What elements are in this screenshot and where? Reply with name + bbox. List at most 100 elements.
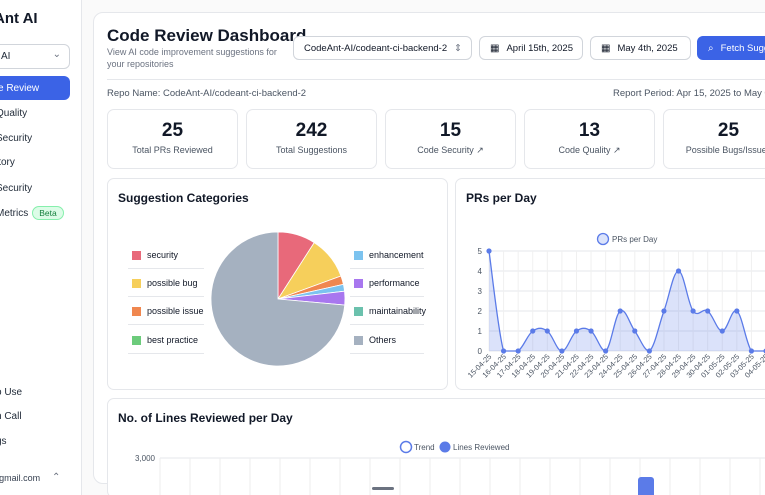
- nav-item-repository[interactable]: itory: [0, 151, 15, 173]
- chevron-updown-icon[interactable]: ⌃: [52, 472, 61, 483]
- suggestion-categories-panel: Suggestion Categories security possible …: [107, 178, 448, 390]
- legend-item-enhancement[interactable]: enhancement: [354, 250, 424, 260]
- nav-label: Security: [0, 132, 33, 144]
- stat-label: Code Security ↗: [417, 145, 484, 155]
- legend-swatch: [132, 335, 141, 345]
- data-point[interactable]: [544, 328, 550, 334]
- data-point[interactable]: [748, 348, 755, 354]
- legend-item-possible-bug[interactable]: possible bug: [132, 278, 198, 288]
- legend-divider: [350, 324, 424, 325]
- data-point[interactable]: [530, 328, 536, 334]
- legend-label: maintainability: [369, 306, 427, 316]
- data-point[interactable]: [719, 328, 725, 334]
- legend-swatch: [354, 306, 363, 316]
- nav-label: gs: [0, 435, 7, 447]
- stat-value: 13: [578, 120, 601, 141]
- chevron-updown-icon: ⇕: [454, 42, 462, 54]
- legend-label: Others: [369, 335, 397, 345]
- main-content: Code Review Dashboard View AI code impro…: [93, 12, 765, 495]
- nav-label: n Call: [0, 410, 22, 422]
- legend-label: performance: [369, 278, 420, 288]
- stat-label: Total PRs Reviewed: [132, 145, 213, 155]
- y-tick-label: 3: [478, 287, 483, 296]
- data-point[interactable]: [690, 308, 696, 314]
- stat-value: 15: [439, 120, 462, 141]
- nav-item-code-security[interactable]: Security: [0, 127, 32, 149]
- nav-item-settings[interactable]: gs: [0, 430, 7, 452]
- end-date-value: May 4th, 2025: [617, 42, 678, 54]
- data-point[interactable]: [573, 328, 580, 334]
- legend-label: possible bug: [147, 278, 198, 288]
- data-point[interactable]: [632, 328, 638, 334]
- bar: [638, 477, 654, 495]
- nav-item-book-call[interactable]: n Call: [0, 405, 22, 427]
- data-point[interactable]: [705, 308, 711, 314]
- legend-item-security[interactable]: security: [132, 250, 178, 260]
- repo-select-value: CodeAnt-AI/codeant-ci-backend-2: [304, 42, 448, 54]
- stat-label: Total Suggestions: [275, 145, 348, 155]
- stat-card-total-suggestions: 242 Total Suggestions: [246, 109, 377, 169]
- start-date-picker[interactable]: ▦ April 15th, 2025: [479, 36, 583, 60]
- org-select-value: AI: [1, 51, 11, 62]
- data-point[interactable]: [661, 308, 667, 314]
- fetch-suggestions-button[interactable]: ⌕ Fetch Sugge: [697, 36, 765, 60]
- pie-slice-others[interactable]: [210, 231, 346, 367]
- legend-item-maintainability[interactable]: maintainability: [354, 306, 426, 316]
- data-point[interactable]: [734, 308, 740, 314]
- nav-label: Security: [0, 182, 33, 194]
- legend-divider: [350, 296, 424, 297]
- nav-item-code-quality[interactable]: Quality: [0, 102, 27, 124]
- fetch-button-label: Fetch Sugge: [720, 42, 765, 54]
- legend-divider: [350, 353, 424, 354]
- divider: [107, 79, 765, 80]
- beta-badge: Beta: [32, 206, 64, 220]
- y-tick-label: 1: [478, 327, 483, 336]
- data-point[interactable]: [588, 328, 594, 334]
- data-point[interactable]: [559, 348, 565, 354]
- page-subtitle: View AI code improvement suggestions for…: [107, 47, 277, 69]
- data-point[interactable]: [486, 248, 492, 254]
- legend-swatch: [354, 335, 363, 345]
- data-point[interactable]: [646, 348, 652, 354]
- legend-item-others[interactable]: Others: [354, 335, 396, 345]
- nav-item-code-review[interactable]: e Review: [0, 76, 70, 100]
- window-resize-handle[interactable]: [372, 487, 394, 490]
- data-point[interactable]: [617, 308, 623, 314]
- legend-swatch: [354, 278, 363, 288]
- nav-item-security[interactable]: Security: [0, 177, 32, 199]
- prs-per-day-panel: PRs per Day PRs per Day 0 1 2 3 4 5 15-04-25 16-…: [455, 178, 765, 390]
- legend-trend-marker: [399, 440, 413, 454]
- nav-item-how-to-use[interactable]: o Use: [0, 381, 22, 403]
- panel-title: PRs per Day: [466, 191, 537, 205]
- data-point[interactable]: [675, 268, 682, 274]
- nav-item-metrics[interactable]: Metrics Beta: [0, 202, 64, 224]
- stat-card-code-quality[interactable]: 13 Code Quality ↗: [524, 109, 655, 169]
- start-date-value: April 15th, 2025: [506, 42, 573, 54]
- org-select[interactable]: AI ⌄: [0, 44, 70, 69]
- y-tick-label: 0: [478, 347, 483, 356]
- data-point[interactable]: [500, 348, 507, 354]
- report-period: Report Period: Apr 15, 2025 to May 0: [613, 88, 765, 99]
- legend-item-possible-issue[interactable]: possible issue: [132, 306, 204, 316]
- data-point[interactable]: [515, 348, 521, 354]
- area-fill: [489, 251, 765, 351]
- legend-lines-label: Lines Reviewed: [453, 443, 509, 452]
- legend-lines-marker: [439, 441, 451, 453]
- panel-title: Suggestion Categories: [118, 191, 249, 205]
- data-point[interactable]: [603, 348, 609, 354]
- legend-divider: [128, 296, 204, 297]
- stat-card-code-security[interactable]: 15 Code Security ↗: [385, 109, 516, 169]
- nav-label: Metrics: [0, 207, 29, 219]
- repo-select[interactable]: CodeAnt-AI/codeant-ci-backend-2 ⇕: [293, 36, 472, 60]
- panel-title: No. of Lines Reviewed per Day: [118, 411, 293, 425]
- legend-item-best-practice[interactable]: best practice: [132, 335, 198, 345]
- end-date-picker[interactable]: ▦ May 4th, 2025: [590, 36, 691, 60]
- calendar-icon: ▦: [490, 42, 500, 54]
- legend-swatch: [132, 250, 141, 260]
- sidebar: Ant AI AI ⌄ e Review Quality Security it…: [0, 0, 82, 495]
- nav-label: e Review: [0, 82, 40, 94]
- legend-item-performance[interactable]: performance: [354, 278, 420, 288]
- nav-label: Quality: [0, 107, 28, 119]
- legend-label: security: [147, 250, 179, 260]
- legend-label: enhancement: [369, 250, 424, 260]
